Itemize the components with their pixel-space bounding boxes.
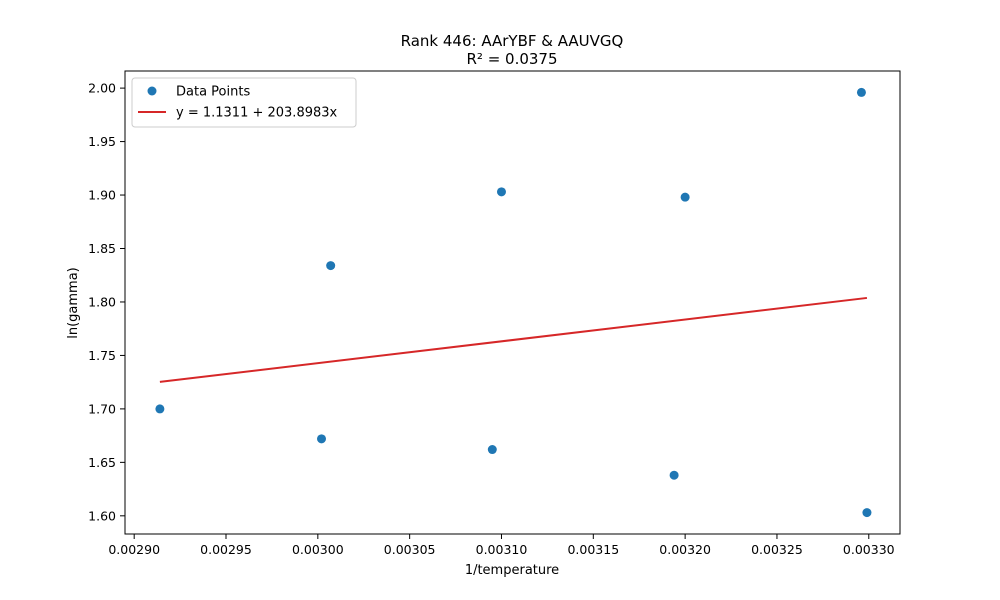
plot-area: 0.00290 0.00295 0.00300 0.00305 0.00310 0.003… — [88, 70, 901, 557]
y-tick-label: 1.85 — [88, 241, 116, 256]
y-tick-label: 1.75 — [88, 348, 116, 363]
axes-frame — [124, 70, 901, 535]
data-point — [496, 187, 506, 197]
x-tick-label: 0.00320 — [659, 542, 711, 557]
x-tick-label: 0.00300 — [292, 542, 344, 557]
data-point — [326, 261, 336, 271]
y-tick-label: 1.65 — [88, 455, 116, 470]
x-tick-label: 0.00305 — [384, 542, 436, 557]
chart-title: Rank 446: AArYBF & AAUVGQ — [401, 32, 624, 50]
x-tick-label: 0.00330 — [843, 542, 895, 557]
legend-label: Data Points — [176, 85, 250, 100]
x-tick-label: 0.00315 — [567, 542, 619, 557]
y-tick-label: 1.80 — [88, 294, 116, 309]
data-point — [862, 508, 872, 518]
x-tick-label: 0.00325 — [751, 542, 803, 557]
y-tick-label: 1.95 — [88, 134, 116, 149]
data-point — [155, 404, 165, 414]
legend-label: y = 1.1311 + 203.8983x — [176, 106, 338, 121]
x-tick-label: 0.00290 — [108, 542, 160, 557]
x-tick-label: 0.00310 — [476, 542, 528, 557]
legend-box — [131, 77, 357, 128]
x-axis-label: 1/temperature — [465, 563, 559, 578]
regression-line — [159, 296, 868, 383]
data-point — [669, 470, 679, 480]
y-tick-label: 1.70 — [88, 401, 116, 416]
x-tick-label: 0.00295 — [200, 542, 252, 557]
data-point — [856, 87, 866, 97]
data-point — [317, 434, 327, 444]
y-tick-label: 1.60 — [88, 508, 116, 523]
y-tick-label: 2.00 — [88, 81, 116, 96]
y-tick-label: 1.90 — [88, 188, 116, 203]
y-axis-label: ln(gamma) — [66, 267, 81, 339]
legend: Data Points y = 1.1311 + 203.8983x — [131, 77, 357, 128]
chart-subtitle: R² = 0.0375 — [466, 50, 557, 68]
data-point — [487, 445, 497, 455]
legend-marker — [147, 86, 157, 96]
data-point — [680, 192, 690, 202]
